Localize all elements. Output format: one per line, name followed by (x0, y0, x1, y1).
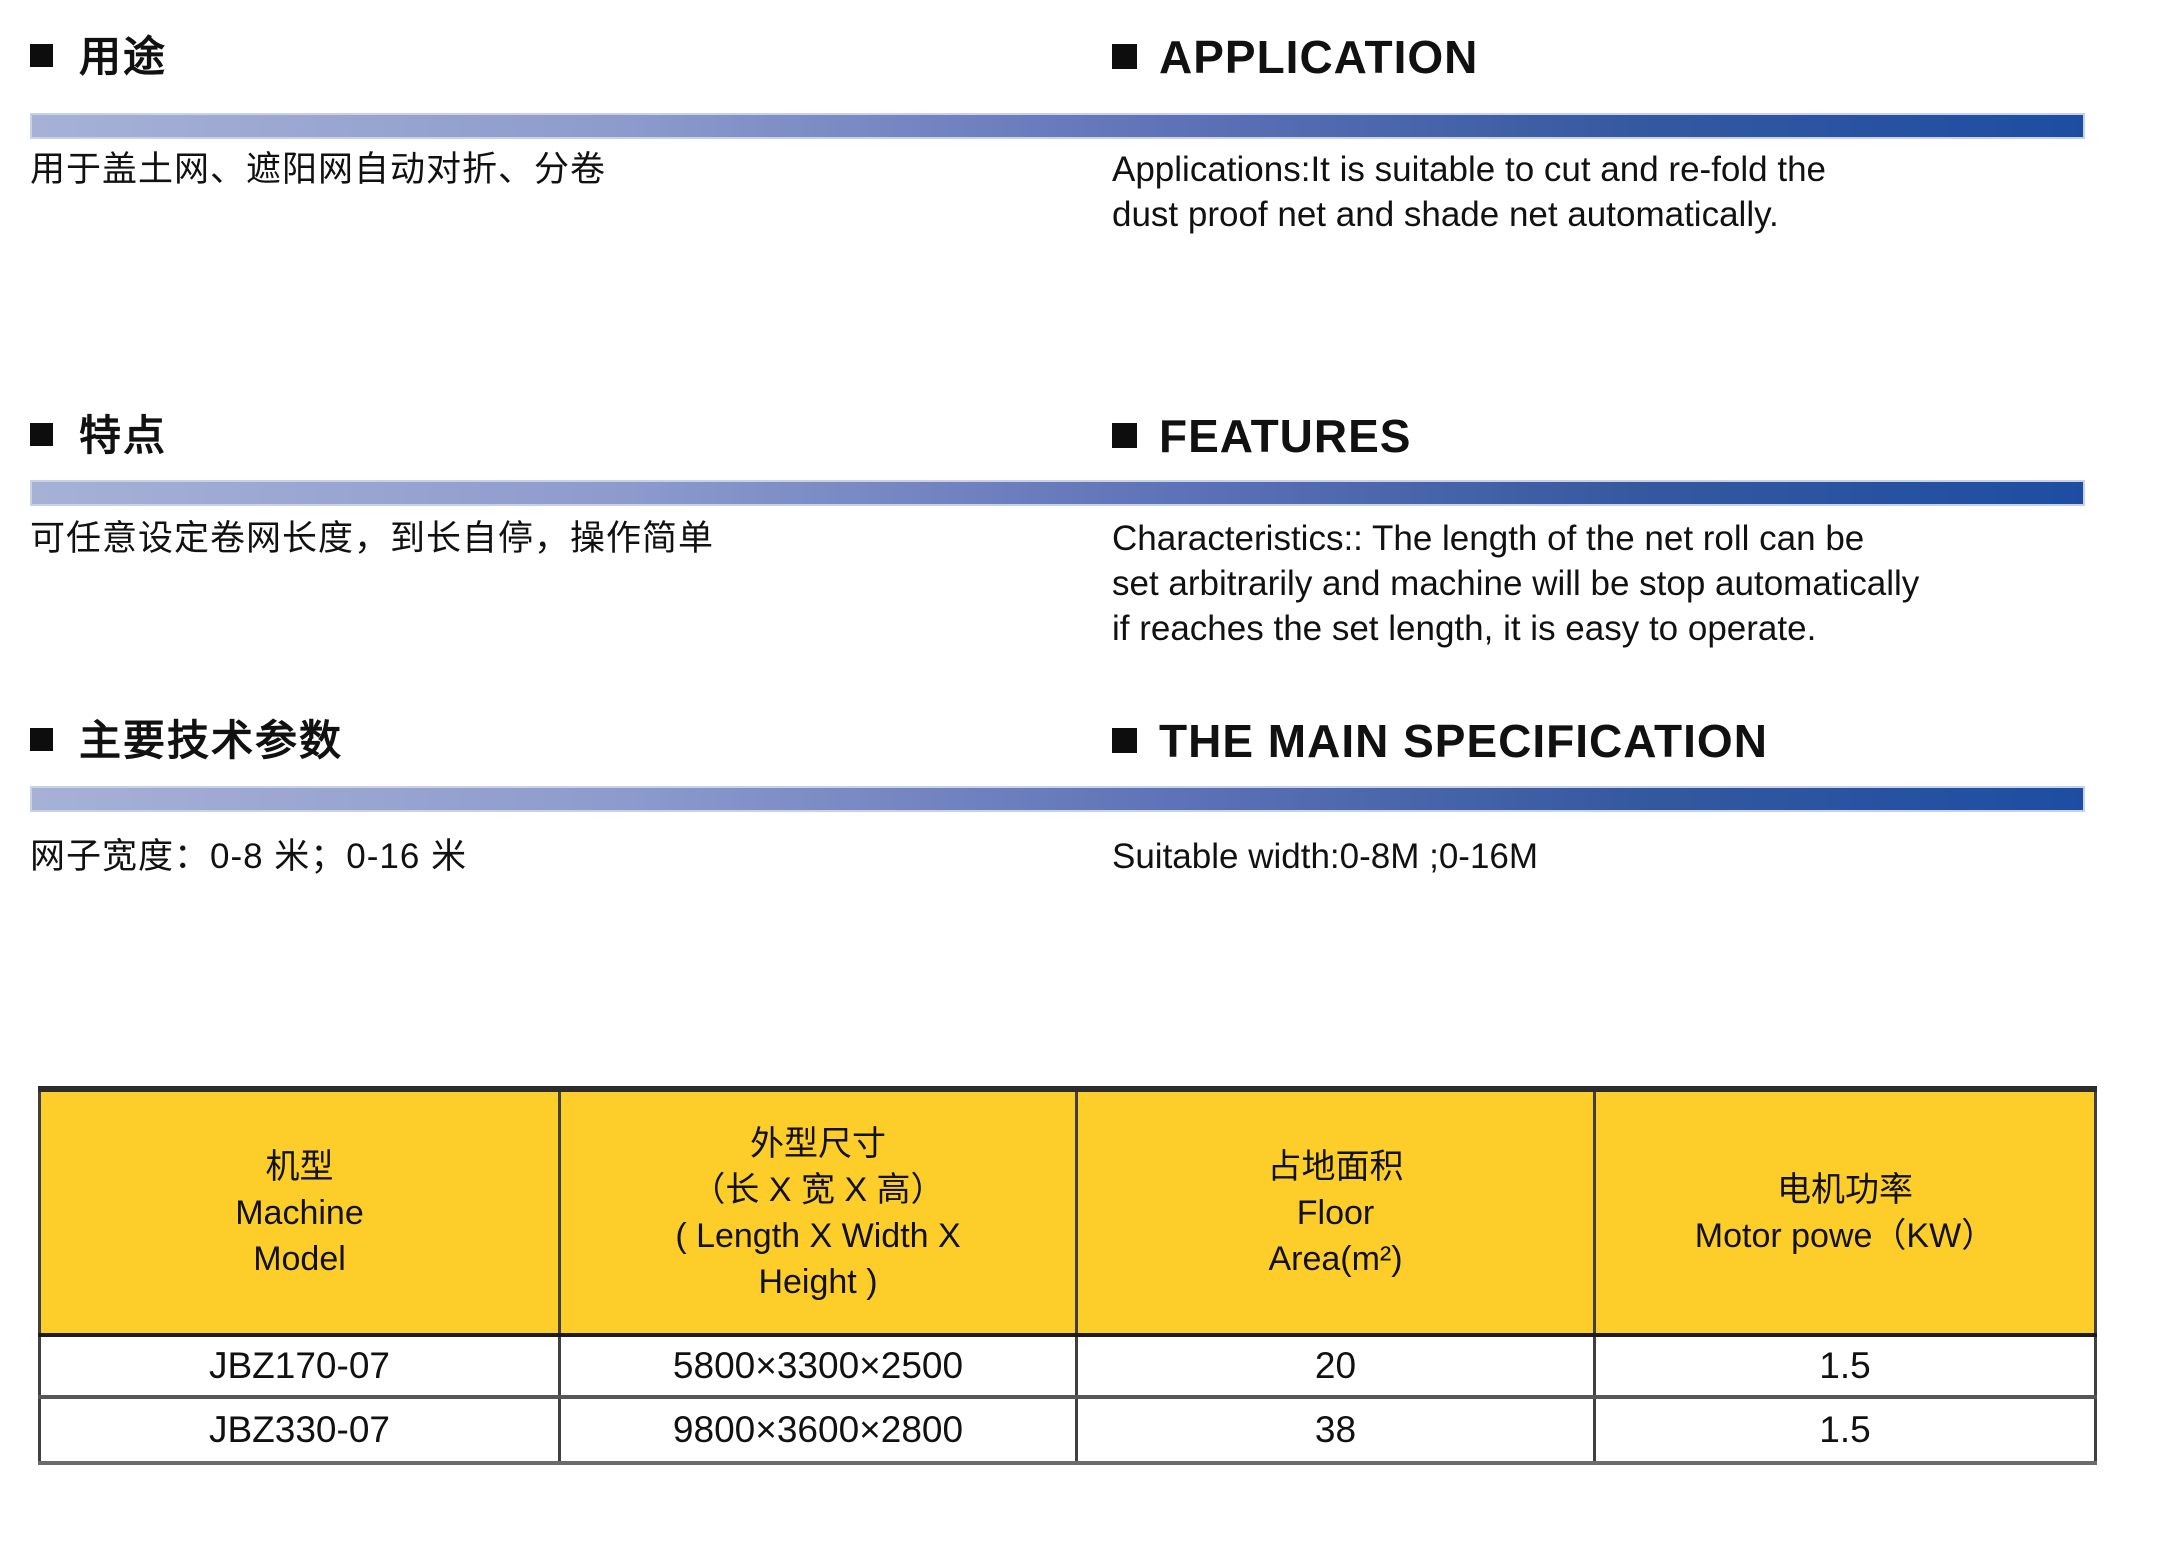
section-specification-bodies: 网子宽度：0-8 米；0-16 米 Suitable width:0-8M ;0… (30, 834, 2164, 880)
text-line: Characteristics:: The length of the net … (1112, 519, 1865, 558)
text-line: Floor (1296, 1193, 1375, 1232)
section-body-zh: 用于盖土网、遮阳网自动对折、分卷 (30, 147, 1112, 193)
text-line: dust proof net and shade net automatical… (1112, 195, 1779, 234)
section-body-en: Characteristics:: The length of the net … (1112, 516, 2164, 651)
section-title-en-text: APPLICATION (1159, 31, 1479, 83)
text-line: 外型尺寸 (750, 1124, 886, 1163)
text-line: 占地面积 (1267, 1147, 1404, 1186)
column-header-machine-model: 机型 Machine Model (38, 1087, 561, 1337)
section-title-en: THE MAIN SPECIFICATION (1112, 710, 2164, 772)
text-line: Model (253, 1239, 346, 1278)
table-cell: 1.5 (1593, 1333, 2097, 1399)
square-bullet-icon (30, 44, 53, 68)
square-bullet-icon (1112, 44, 1137, 70)
table-cell: 1.5 (1593, 1395, 2097, 1465)
text-line: if reaches the set length, it is easy to… (1112, 609, 1817, 648)
section-application-headings: 用途 APPLICATION (30, 26, 2164, 88)
section-body-en: Suitable width:0-8M ;0-16M (1112, 834, 2164, 879)
text-line: 网子宽度：0-8 米；0-16 米 (30, 837, 468, 876)
section-specification: 主要技术参数 THE MAIN SPECIFICATION 网子宽度：0-8 米… (30, 710, 2164, 880)
table-row: JBZ170-07 5800×3300×2500 20 1.5 (38, 1333, 2097, 1399)
table-cell: 9800×3600×2800 (558, 1395, 1078, 1465)
square-bullet-icon (30, 423, 53, 447)
section-specification-headings: 主要技术参数 THE MAIN SPECIFICATION (30, 710, 2164, 772)
text-line: Suitable width:0-8M ;0-16M (1112, 837, 1539, 876)
table-row: JBZ330-07 9800×3600×2800 38 1.5 (38, 1395, 2097, 1465)
text-line: Height ) (758, 1262, 878, 1301)
section-title-en: APPLICATION (1112, 26, 2164, 88)
table-cell: 5800×3300×2500 (558, 1333, 1078, 1399)
text-line: （长 X 宽 X 高） (691, 1170, 945, 1209)
text-line: Motor powe（KW） (1694, 1216, 1996, 1255)
section-title-zh-text: 特点 (79, 412, 168, 459)
table-cell: JBZ330-07 (38, 1395, 561, 1465)
text-line: set arbitrarily and machine will be stop… (1112, 564, 1920, 603)
section-features: 特点 FEATURES 可任意设定卷网长度，到长自停，操作简单 Characte… (30, 405, 2164, 651)
square-bullet-icon (30, 728, 53, 752)
column-header-motor-power: 电机功率 Motor powe（KW） (1593, 1087, 2097, 1337)
section-title-zh: 特点 (30, 405, 1112, 467)
gradient-divider-bar (30, 113, 2085, 139)
section-title-zh-text: 用途 (79, 33, 168, 80)
square-bullet-icon (1112, 728, 1137, 754)
section-application: 用途 APPLICATION 用于盖土网、遮阳网自动对折、分卷 Applicat… (30, 26, 2164, 237)
table-cell: 20 (1075, 1333, 1596, 1399)
specification-table: 机型 Machine Model 外型尺寸 （长 X 宽 X 高） ( Length X… (38, 1086, 2097, 1465)
section-features-headings: 特点 FEATURES (30, 405, 2164, 467)
text-line: 用于盖土网、遮阳网自动对折、分卷 (30, 150, 607, 189)
text-line: 电机功率 (1777, 1170, 1913, 1209)
text-line: 可任意设定卷网长度，到长自停，操作简单 (30, 519, 715, 558)
section-features-bodies: 可任意设定卷网长度，到长自停，操作简单 Characteristics:: Th… (30, 516, 2164, 651)
section-title-zh: 用途 (30, 26, 1112, 88)
section-application-bodies: 用于盖土网、遮阳网自动对折、分卷 Applications:It is suit… (30, 147, 2164, 237)
section-body-zh: 网子宽度：0-8 米；0-16 米 (30, 834, 1112, 880)
section-body-zh: 可任意设定卷网长度，到长自停，操作简单 (30, 516, 1112, 562)
table-cell: 38 (1075, 1395, 1596, 1465)
text-line: Machine (235, 1193, 364, 1232)
column-header-floor-area: 占地面积 Floor Area(m²) (1075, 1087, 1596, 1337)
table-header-row: 机型 Machine Model 外型尺寸 （长 X 宽 X 高） ( Length X… (38, 1087, 2097, 1337)
text-line: ( Length X Width X (675, 1216, 961, 1255)
gradient-divider-bar (30, 480, 2085, 506)
section-title-zh: 主要技术参数 (30, 710, 1112, 772)
gradient-divider-bar (30, 786, 2085, 812)
section-title-en-text: THE MAIN SPECIFICATION (1159, 715, 1768, 767)
section-title-zh-text: 主要技术参数 (79, 717, 344, 764)
section-title-en: FEATURES (1112, 405, 2164, 467)
section-title-en-text: FEATURES (1159, 410, 1412, 462)
column-header-dimensions: 外型尺寸 （长 X 宽 X 高） ( Length X Width X Height … (558, 1087, 1078, 1337)
text-line: Area(m²) (1268, 1239, 1403, 1278)
text-line: Applications:It is suitable to cut and r… (1112, 150, 1827, 189)
section-body-en: Applications:It is suitable to cut and r… (1112, 147, 2164, 237)
specification-table-body: JBZ170-07 5800×3300×2500 20 1.5 JBZ330-07 980… (38, 1333, 2097, 1465)
table-cell: JBZ170-07 (38, 1333, 561, 1399)
text-line: 机型 (265, 1147, 334, 1186)
specification-table-header: 机型 Machine Model 外型尺寸 （长 X 宽 X 高） ( Length X… (38, 1087, 2097, 1337)
page-content: 用途 APPLICATION 用于盖土网、遮阳网自动对折、分卷 Applicat… (0, 26, 2164, 1465)
square-bullet-icon (1112, 423, 1137, 449)
